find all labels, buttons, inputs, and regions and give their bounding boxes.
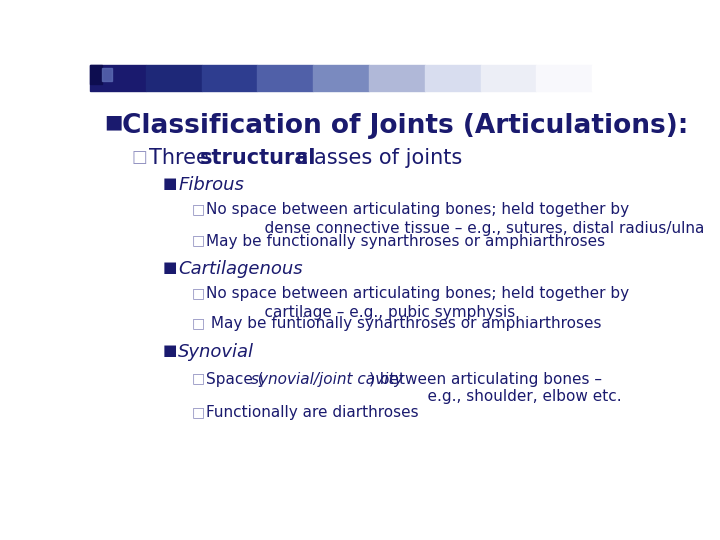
Bar xyxy=(90,65,102,84)
Bar xyxy=(202,65,258,91)
Text: □: □ xyxy=(192,316,205,330)
Text: May be funtionally synarthroses or amphiarthroses: May be funtionally synarthroses or amphi… xyxy=(206,316,602,332)
Text: ■: ■ xyxy=(104,113,122,132)
Text: Space (: Space ( xyxy=(206,372,264,387)
Text: □: □ xyxy=(192,202,205,216)
Text: No space between articulating bones; held together by
            dense connecti: No space between articulating bones; hel… xyxy=(206,202,704,236)
Text: May be functionally synarthroses or amphiarthroses: May be functionally synarthroses or amph… xyxy=(206,234,606,248)
Bar xyxy=(425,65,481,91)
Text: □: □ xyxy=(192,234,205,248)
Text: structural: structural xyxy=(200,148,317,168)
Text: ■: ■ xyxy=(163,342,177,357)
Text: ■: ■ xyxy=(163,176,177,191)
Text: □: □ xyxy=(192,372,205,386)
Bar xyxy=(593,65,648,91)
Text: □: □ xyxy=(192,405,205,419)
Bar xyxy=(258,65,313,91)
Bar xyxy=(481,65,536,91)
Bar xyxy=(369,65,425,91)
Bar xyxy=(536,65,593,91)
Text: ■: ■ xyxy=(163,260,177,275)
Text: classes of joints: classes of joints xyxy=(290,148,463,168)
Text: □: □ xyxy=(132,148,148,166)
Text: Functionally are diarthroses: Functionally are diarthroses xyxy=(206,405,419,420)
Text: Classification of Joints (Articulations):: Classification of Joints (Articulations)… xyxy=(122,113,689,139)
Bar xyxy=(102,68,112,82)
Bar xyxy=(90,65,145,91)
Text: No space between articulating bones; held together by
            cartilage – e.: No space between articulating bones; hel… xyxy=(206,286,629,320)
Text: Fibrous: Fibrous xyxy=(178,176,244,194)
Text: Three: Three xyxy=(148,148,215,168)
Bar xyxy=(313,65,369,91)
Text: Cartilagenous: Cartilagenous xyxy=(178,260,303,278)
Text: □: □ xyxy=(192,286,205,300)
Bar xyxy=(145,65,202,91)
Text: ) between articulating bones –
            e.g., shoulder, elbow etc.: ) between articulating bones – e.g., sho… xyxy=(369,372,621,404)
Text: synovial/joint cavity: synovial/joint cavity xyxy=(251,372,403,387)
Text: Synovial: Synovial xyxy=(178,342,254,361)
